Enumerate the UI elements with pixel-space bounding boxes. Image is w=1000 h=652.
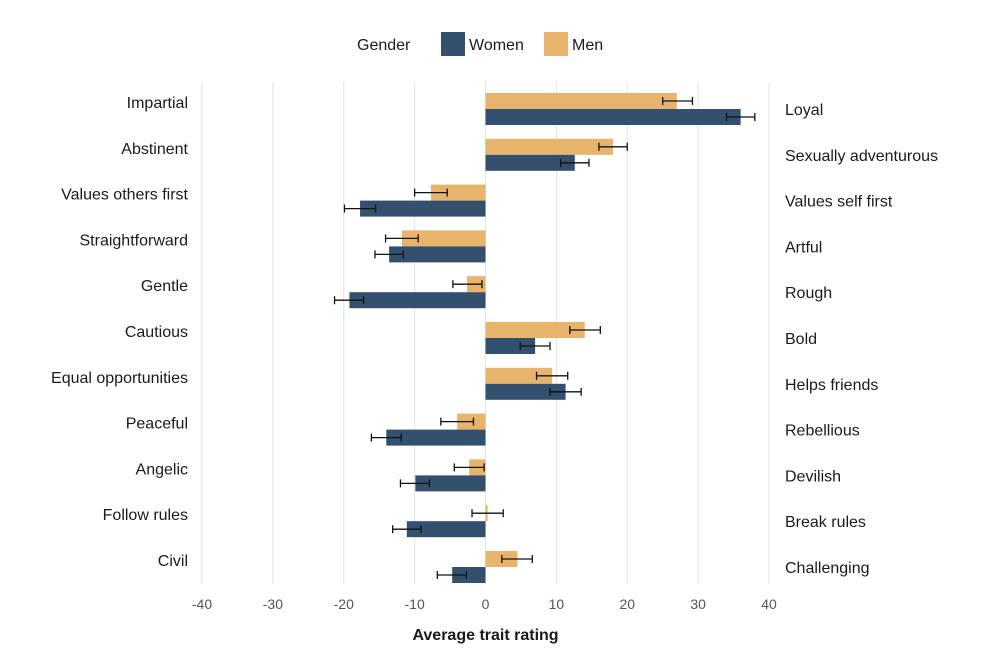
error-bar-men bbox=[569, 326, 601, 334]
bar-men bbox=[485, 138, 614, 155]
right-label: Break rules bbox=[785, 514, 866, 531]
right-label: Helps friends bbox=[785, 377, 878, 394]
x-tick-label: -30 bbox=[263, 596, 283, 612]
error-bar-men bbox=[471, 509, 504, 518]
error-bar-men bbox=[598, 142, 628, 151]
error-bar-women bbox=[333, 296, 365, 305]
error-bar-men bbox=[384, 234, 419, 243]
x-tick-label: 20 bbox=[619, 596, 635, 612]
error-bar-women bbox=[370, 433, 402, 442]
error-bar-women bbox=[392, 525, 422, 534]
x-tick-label: 10 bbox=[549, 596, 565, 612]
error-bar-women bbox=[519, 342, 551, 350]
error-bar-men bbox=[440, 417, 475, 426]
error-bars bbox=[333, 97, 756, 579]
left-label: Follow rules bbox=[103, 507, 188, 524]
x-axis-title: Average trait rating bbox=[412, 627, 558, 644]
bar-women bbox=[360, 200, 486, 217]
error-bar-women bbox=[374, 250, 404, 259]
bar-women bbox=[485, 109, 741, 125]
error-bar-women bbox=[549, 387, 582, 396]
legend-title: Gender bbox=[357, 37, 411, 54]
bar-women bbox=[406, 521, 486, 538]
bars bbox=[349, 93, 741, 583]
left-label: Peaceful bbox=[126, 416, 188, 433]
error-bar-women bbox=[559, 158, 590, 167]
error-bar-men bbox=[662, 97, 694, 105]
right-label: Rebellious bbox=[785, 423, 860, 440]
x-tick-label: -10 bbox=[405, 596, 425, 612]
left-label: Cautious bbox=[125, 324, 188, 341]
x-tick-label: -40 bbox=[192, 596, 212, 612]
error-bar-men bbox=[413, 188, 448, 197]
error-bar-men bbox=[535, 371, 569, 380]
right-label: Artful bbox=[785, 239, 822, 256]
left-label: Gentle bbox=[141, 278, 188, 295]
bar-women bbox=[415, 475, 486, 492]
right-label: Loyal bbox=[785, 102, 823, 119]
bar-men bbox=[485, 93, 677, 109]
bar-men bbox=[430, 184, 486, 201]
legend-label-men: Men bbox=[572, 37, 603, 54]
error-bar-women bbox=[343, 204, 377, 213]
bar-women bbox=[485, 154, 575, 171]
legend-label-women: Women bbox=[469, 37, 524, 54]
right-label: Bold bbox=[785, 331, 817, 348]
legend: Gender Women Men bbox=[357, 32, 603, 56]
x-tick-label: -20 bbox=[334, 596, 354, 612]
x-tick-label: 0 bbox=[482, 596, 490, 612]
x-tick-label: 30 bbox=[690, 596, 706, 612]
bar-men bbox=[485, 322, 585, 338]
x-tick-label: 40 bbox=[761, 596, 777, 612]
bar-women bbox=[386, 429, 486, 446]
legend-swatch-men bbox=[544, 32, 568, 56]
right-label: Devilish bbox=[785, 468, 841, 485]
error-bar-women bbox=[399, 479, 431, 488]
left-label: Equal opportunities bbox=[51, 370, 188, 387]
error-bar-women bbox=[725, 113, 756, 121]
left-label: Values others first bbox=[61, 187, 188, 204]
bar-men bbox=[401, 230, 486, 247]
right-label: Sexually adventurous bbox=[785, 148, 938, 165]
bar-women bbox=[485, 383, 566, 400]
right-label: Values self first bbox=[785, 194, 893, 211]
bar-women bbox=[349, 292, 486, 309]
bar-men bbox=[485, 367, 553, 384]
left-label: Angelic bbox=[136, 461, 188, 478]
right-label: Challenging bbox=[785, 560, 870, 577]
legend-swatch-women bbox=[441, 32, 465, 56]
error-bar-men bbox=[501, 555, 533, 563]
left-label: Abstinent bbox=[121, 141, 188, 158]
error-bar-women bbox=[436, 571, 468, 579]
bar-women bbox=[452, 567, 486, 583]
left-label: Civil bbox=[158, 553, 188, 570]
right-trait-labels: Loyal Sexually adventurous Values self fir… bbox=[785, 102, 938, 577]
bar-women bbox=[485, 338, 536, 354]
left-trait-labels: Impartial Abstinent Values others first Str… bbox=[51, 95, 189, 570]
error-bar-men bbox=[452, 280, 483, 289]
left-label: Straightforward bbox=[80, 232, 189, 249]
right-label: Rough bbox=[785, 285, 832, 302]
bar-women bbox=[389, 246, 486, 263]
left-label: Impartial bbox=[127, 95, 188, 112]
x-tick-labels: -40 -30 -20 -10 0 10 20 30 40 bbox=[192, 596, 777, 612]
error-bar-men bbox=[453, 463, 485, 472]
